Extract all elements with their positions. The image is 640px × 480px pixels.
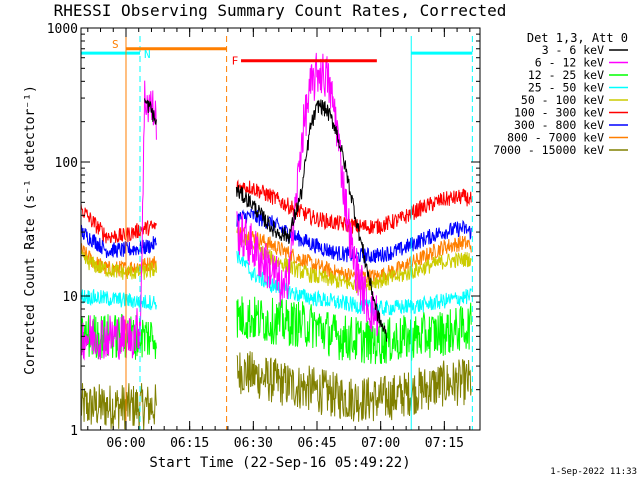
chart-title: RHESSI Observing Summary Count Rates, Co… <box>54 1 507 20</box>
legend-label: 12 - 25 keV <box>528 68 604 82</box>
plot-frame <box>80 27 481 431</box>
x-axis: 06:00 06:15 06:30 06:45 07:00 07:15 <box>87 28 471 451</box>
timestamp: 1-Sep-2022 11:33 <box>550 467 637 477</box>
x-tick-label: 07:00 <box>361 436 400 451</box>
legend-label: 50 - 100 keV <box>521 93 604 107</box>
y-tick-label: 100 <box>55 156 78 171</box>
legend-label: 300 - 800 keV <box>514 118 604 132</box>
series-line <box>80 52 379 361</box>
night-label: N <box>144 48 151 61</box>
flare-label: F <box>232 55 239 68</box>
legend-label: 7000 - 15000 keV <box>493 143 604 157</box>
legend-label: 6 - 12 keV <box>535 56 604 70</box>
plot-area: S N F <box>80 36 473 430</box>
saa-label: S <box>112 38 119 51</box>
y-tick-label: 1 <box>70 424 78 439</box>
series-line <box>80 249 472 317</box>
x-tick-label: 06:00 <box>106 436 145 451</box>
legend-label: 800 - 7000 keV <box>507 131 604 145</box>
series-line <box>144 98 388 342</box>
legend-label: 3 - 6 keV <box>542 43 604 57</box>
legend-header: Det 1,3, Att 0 <box>527 31 628 45</box>
series-line <box>80 351 472 430</box>
x-tick-label: 06:15 <box>170 436 209 451</box>
y-axis: 1 10 100 1000 <box>47 22 480 439</box>
series-line <box>80 179 472 244</box>
x-axis-label: Start Time (22-Sep-16 05:49:22) <box>149 455 410 471</box>
x-tick-label: 06:45 <box>297 436 336 451</box>
y-tick-label: 1000 <box>47 22 78 37</box>
legend-label: 100 - 300 keV <box>514 106 604 120</box>
y-axis-label: Corrected Count Rate (s⁻¹ detector⁻¹) <box>23 85 38 375</box>
x-tick-label: 06:30 <box>234 436 273 451</box>
x-tick-label: 07:15 <box>425 436 464 451</box>
legend-label: 25 - 50 keV <box>528 81 604 95</box>
y-tick-label: 10 <box>62 290 78 305</box>
